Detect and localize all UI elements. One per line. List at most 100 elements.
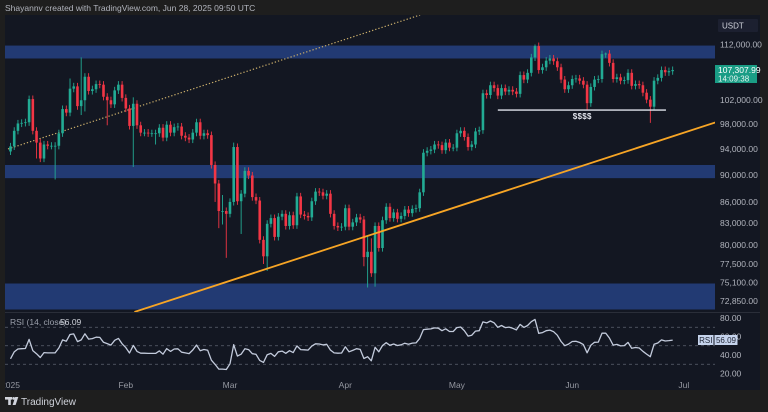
candle — [158, 124, 161, 137]
candle — [518, 71, 522, 98]
candle — [585, 81, 589, 110]
rsi-legend-value: 56.09 — [60, 317, 82, 327]
rsi-pane[interactable] — [5, 318, 715, 371]
candle — [552, 54, 555, 65]
candle — [172, 123, 176, 137]
candle — [120, 81, 124, 102]
candle — [332, 210, 336, 230]
price-axis-label: 86,000.00 — [720, 197, 758, 207]
candle — [94, 80, 98, 93]
rsi-tag-name: RSI — [699, 336, 712, 345]
candle — [139, 121, 142, 137]
candle — [522, 71, 526, 84]
rsi-axis-label: 80.00 — [720, 313, 742, 323]
candle — [384, 203, 388, 224]
candles-layer — [9, 42, 674, 288]
candle — [347, 204, 351, 231]
candle — [232, 142, 235, 206]
candle — [366, 236, 369, 288]
candle — [481, 89, 485, 134]
candle — [444, 139, 448, 154]
price-axis-label: 102,000.00 — [720, 95, 763, 105]
price-axis-label: 94,000.00 — [720, 144, 758, 154]
time-axis[interactable]: 2025 Feb Mar Apr May Jun Jul — [1, 380, 689, 390]
candle — [489, 81, 492, 99]
time-axis-label: Jul — [678, 380, 689, 390]
candle — [358, 213, 362, 224]
candle — [485, 89, 488, 99]
candle — [637, 80, 641, 89]
candle — [38, 139, 42, 163]
last-price-tag-bg — [715, 65, 757, 83]
rsi-legend-name: RSI (14, close) — [10, 317, 66, 327]
candle — [325, 190, 328, 200]
time-axis-label: May — [449, 380, 466, 390]
price-pane[interactable]: $$$$ — [5, 15, 717, 312]
candle — [57, 129, 61, 150]
candle — [213, 161, 217, 202]
candle — [195, 118, 198, 137]
candle — [463, 127, 466, 141]
candle — [470, 140, 474, 151]
support-zone-90k[interactable] — [5, 164, 715, 179]
candle — [530, 53, 533, 77]
candle — [150, 129, 154, 137]
candle — [295, 192, 299, 229]
time-axis-label: 2025 — [1, 380, 20, 390]
candle — [273, 214, 276, 241]
candle — [414, 204, 418, 213]
candle — [176, 122, 180, 131]
bar-countdown: 14:09:38 — [718, 75, 750, 84]
candle — [306, 212, 310, 221]
candle — [24, 118, 27, 127]
candle — [161, 124, 165, 142]
candle — [344, 204, 347, 231]
candle — [72, 82, 76, 93]
candle — [641, 81, 645, 97]
candle — [600, 50, 604, 83]
candle — [65, 105, 68, 117]
candle — [429, 145, 433, 155]
candle — [262, 236, 265, 264]
price-axis-label: 75,100.00 — [720, 278, 758, 288]
price-axis[interactable]: USDT 112,000.00 102,000.00 98,000.00 94,000… — [715, 19, 763, 306]
candle — [117, 81, 120, 94]
tradingview-brand-text: TradingView — [21, 397, 77, 408]
candle — [210, 131, 213, 169]
candle — [299, 192, 302, 219]
candle — [608, 50, 611, 67]
candle — [288, 211, 291, 230]
candle — [381, 216, 384, 252]
candle — [314, 188, 317, 205]
candle — [169, 121, 172, 137]
candle — [280, 210, 284, 221]
time-axis-label: Mar — [223, 380, 238, 390]
tradingview-logo[interactable]: TradingView — [5, 397, 77, 408]
candle — [425, 147, 429, 157]
rsi-axis-label: 40.00 — [720, 350, 742, 360]
candle — [79, 57, 83, 116]
candle — [217, 179, 221, 229]
ascending-support-line[interactable] — [134, 121, 717, 312]
candle — [146, 129, 150, 137]
candle — [548, 54, 552, 65]
price-axis-label: 90,000.00 — [720, 170, 758, 180]
currency-box[interactable] — [718, 19, 758, 32]
candle — [124, 94, 128, 113]
candle — [410, 205, 414, 217]
candle — [370, 238, 373, 277]
candle — [236, 143, 239, 205]
candle — [98, 80, 102, 89]
candle — [68, 78, 72, 117]
candle — [224, 207, 228, 258]
candle — [634, 80, 637, 90]
rsi-line — [9, 318, 673, 371]
demand-zone-73k[interactable] — [5, 283, 715, 310]
candle — [50, 142, 53, 150]
candle — [251, 171, 254, 201]
rsi-legend[interactable]: RSI (14, close) 56.09 — [10, 317, 82, 327]
candle — [459, 127, 462, 137]
candle — [556, 57, 559, 71]
